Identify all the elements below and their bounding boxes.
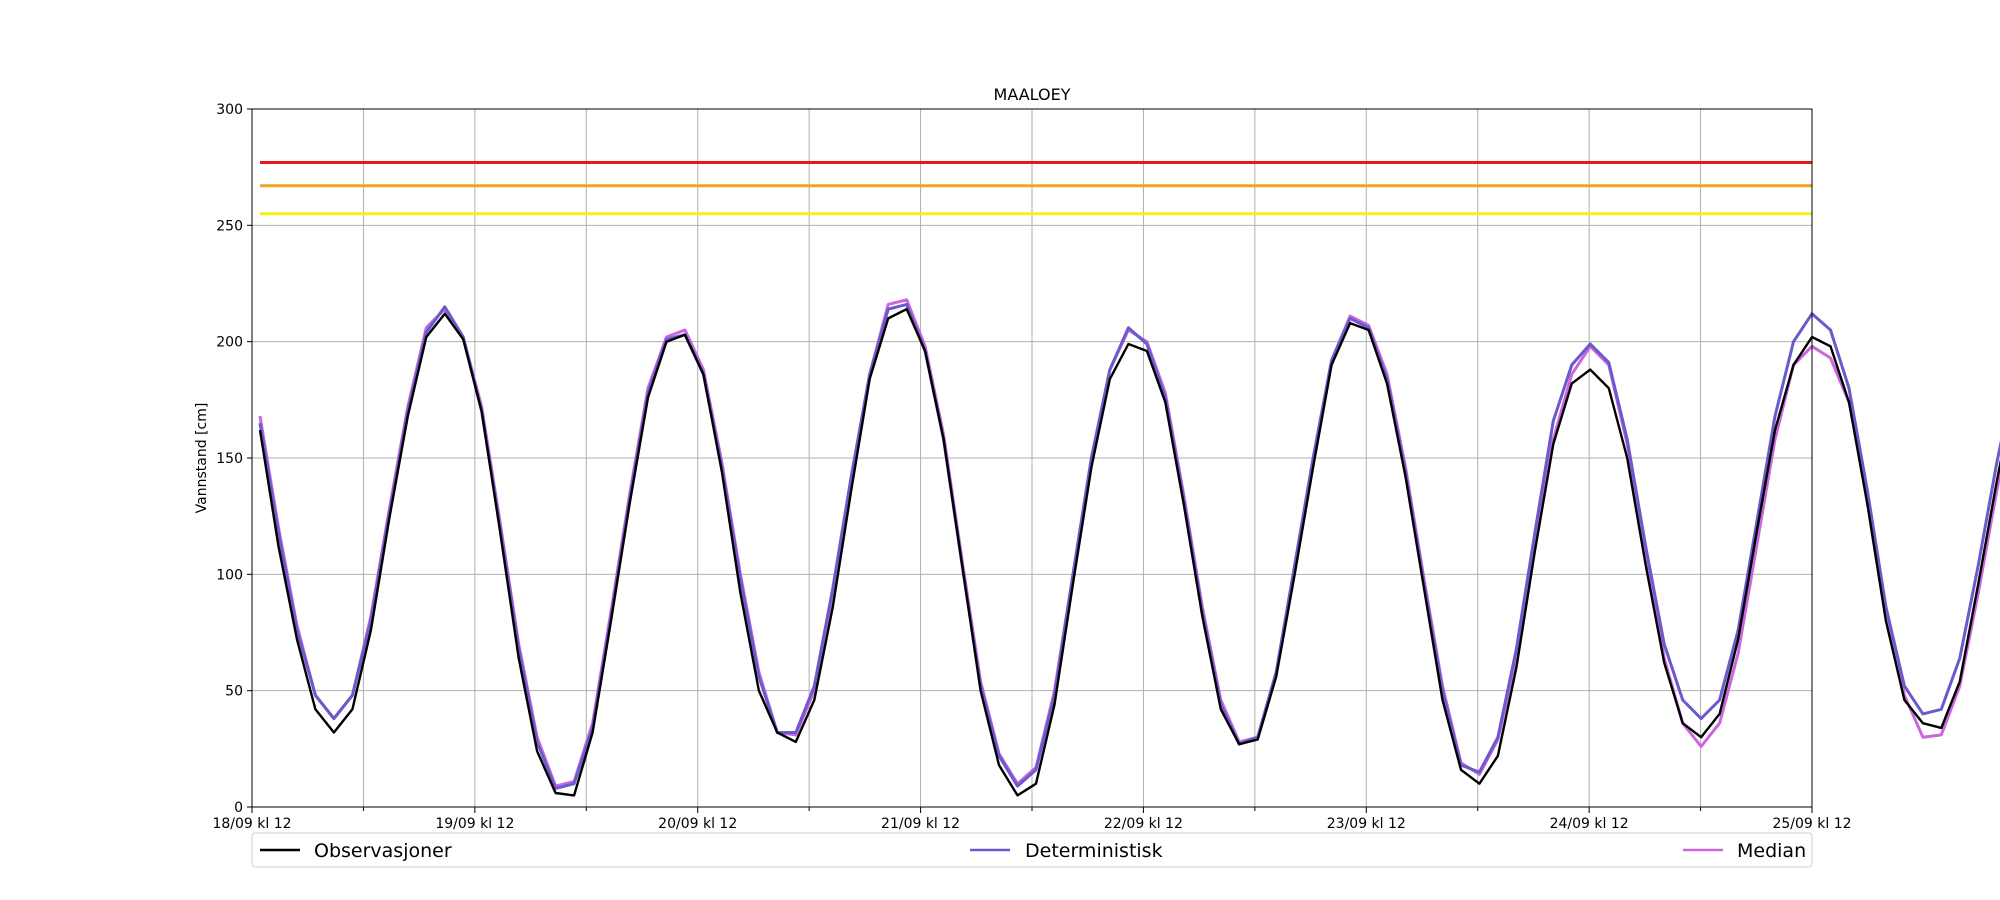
y-tick-label: 50 [225,684,243,700]
x-tick-label: 24/09 kl 12 [1550,816,1629,832]
y-axis-title: Vannstand [cm] [194,403,210,514]
x-tick-label: 20/09 kl 12 [658,816,737,832]
legend: Observasjoner Deterministisk Median [251,832,1813,868]
y-tick-label: 300 [216,102,243,118]
legend-box [251,832,1813,868]
legend-item: Observasjoner [260,840,452,862]
legend-item: Median [1683,840,1806,862]
x-tick-label: 22/09 kl 12 [1104,816,1183,832]
y-tick-label: 150 [216,451,243,467]
legend-label: Deterministisk [1025,840,1163,862]
threshold-lines [260,161,1812,216]
x-tick-label: 21/09 kl 12 [881,816,960,832]
y-tick-label: 0 [234,800,243,816]
legend-item: Deterministisk [970,840,1163,862]
axis-ticks: 0 50 100 150 200 250 300 18/09 kl 12 19/09 kl 12… [212,102,1851,832]
legend-label: Median [1737,840,1806,862]
x-tick-label: 18/09 kl 12 [212,816,291,832]
chart-title: MAALOEY [994,85,1071,104]
legend-label: Observasjoner [314,840,452,862]
y-tick-label: 100 [216,567,243,583]
y-tick-label: 200 [216,335,243,351]
x-tick-label: 25/09 kl 12 [1772,816,1851,832]
y-tick-label: 250 [216,218,243,234]
x-tick-label: 23/09 kl 12 [1327,816,1406,832]
x-tick-label: 19/09 kl 12 [435,816,514,832]
